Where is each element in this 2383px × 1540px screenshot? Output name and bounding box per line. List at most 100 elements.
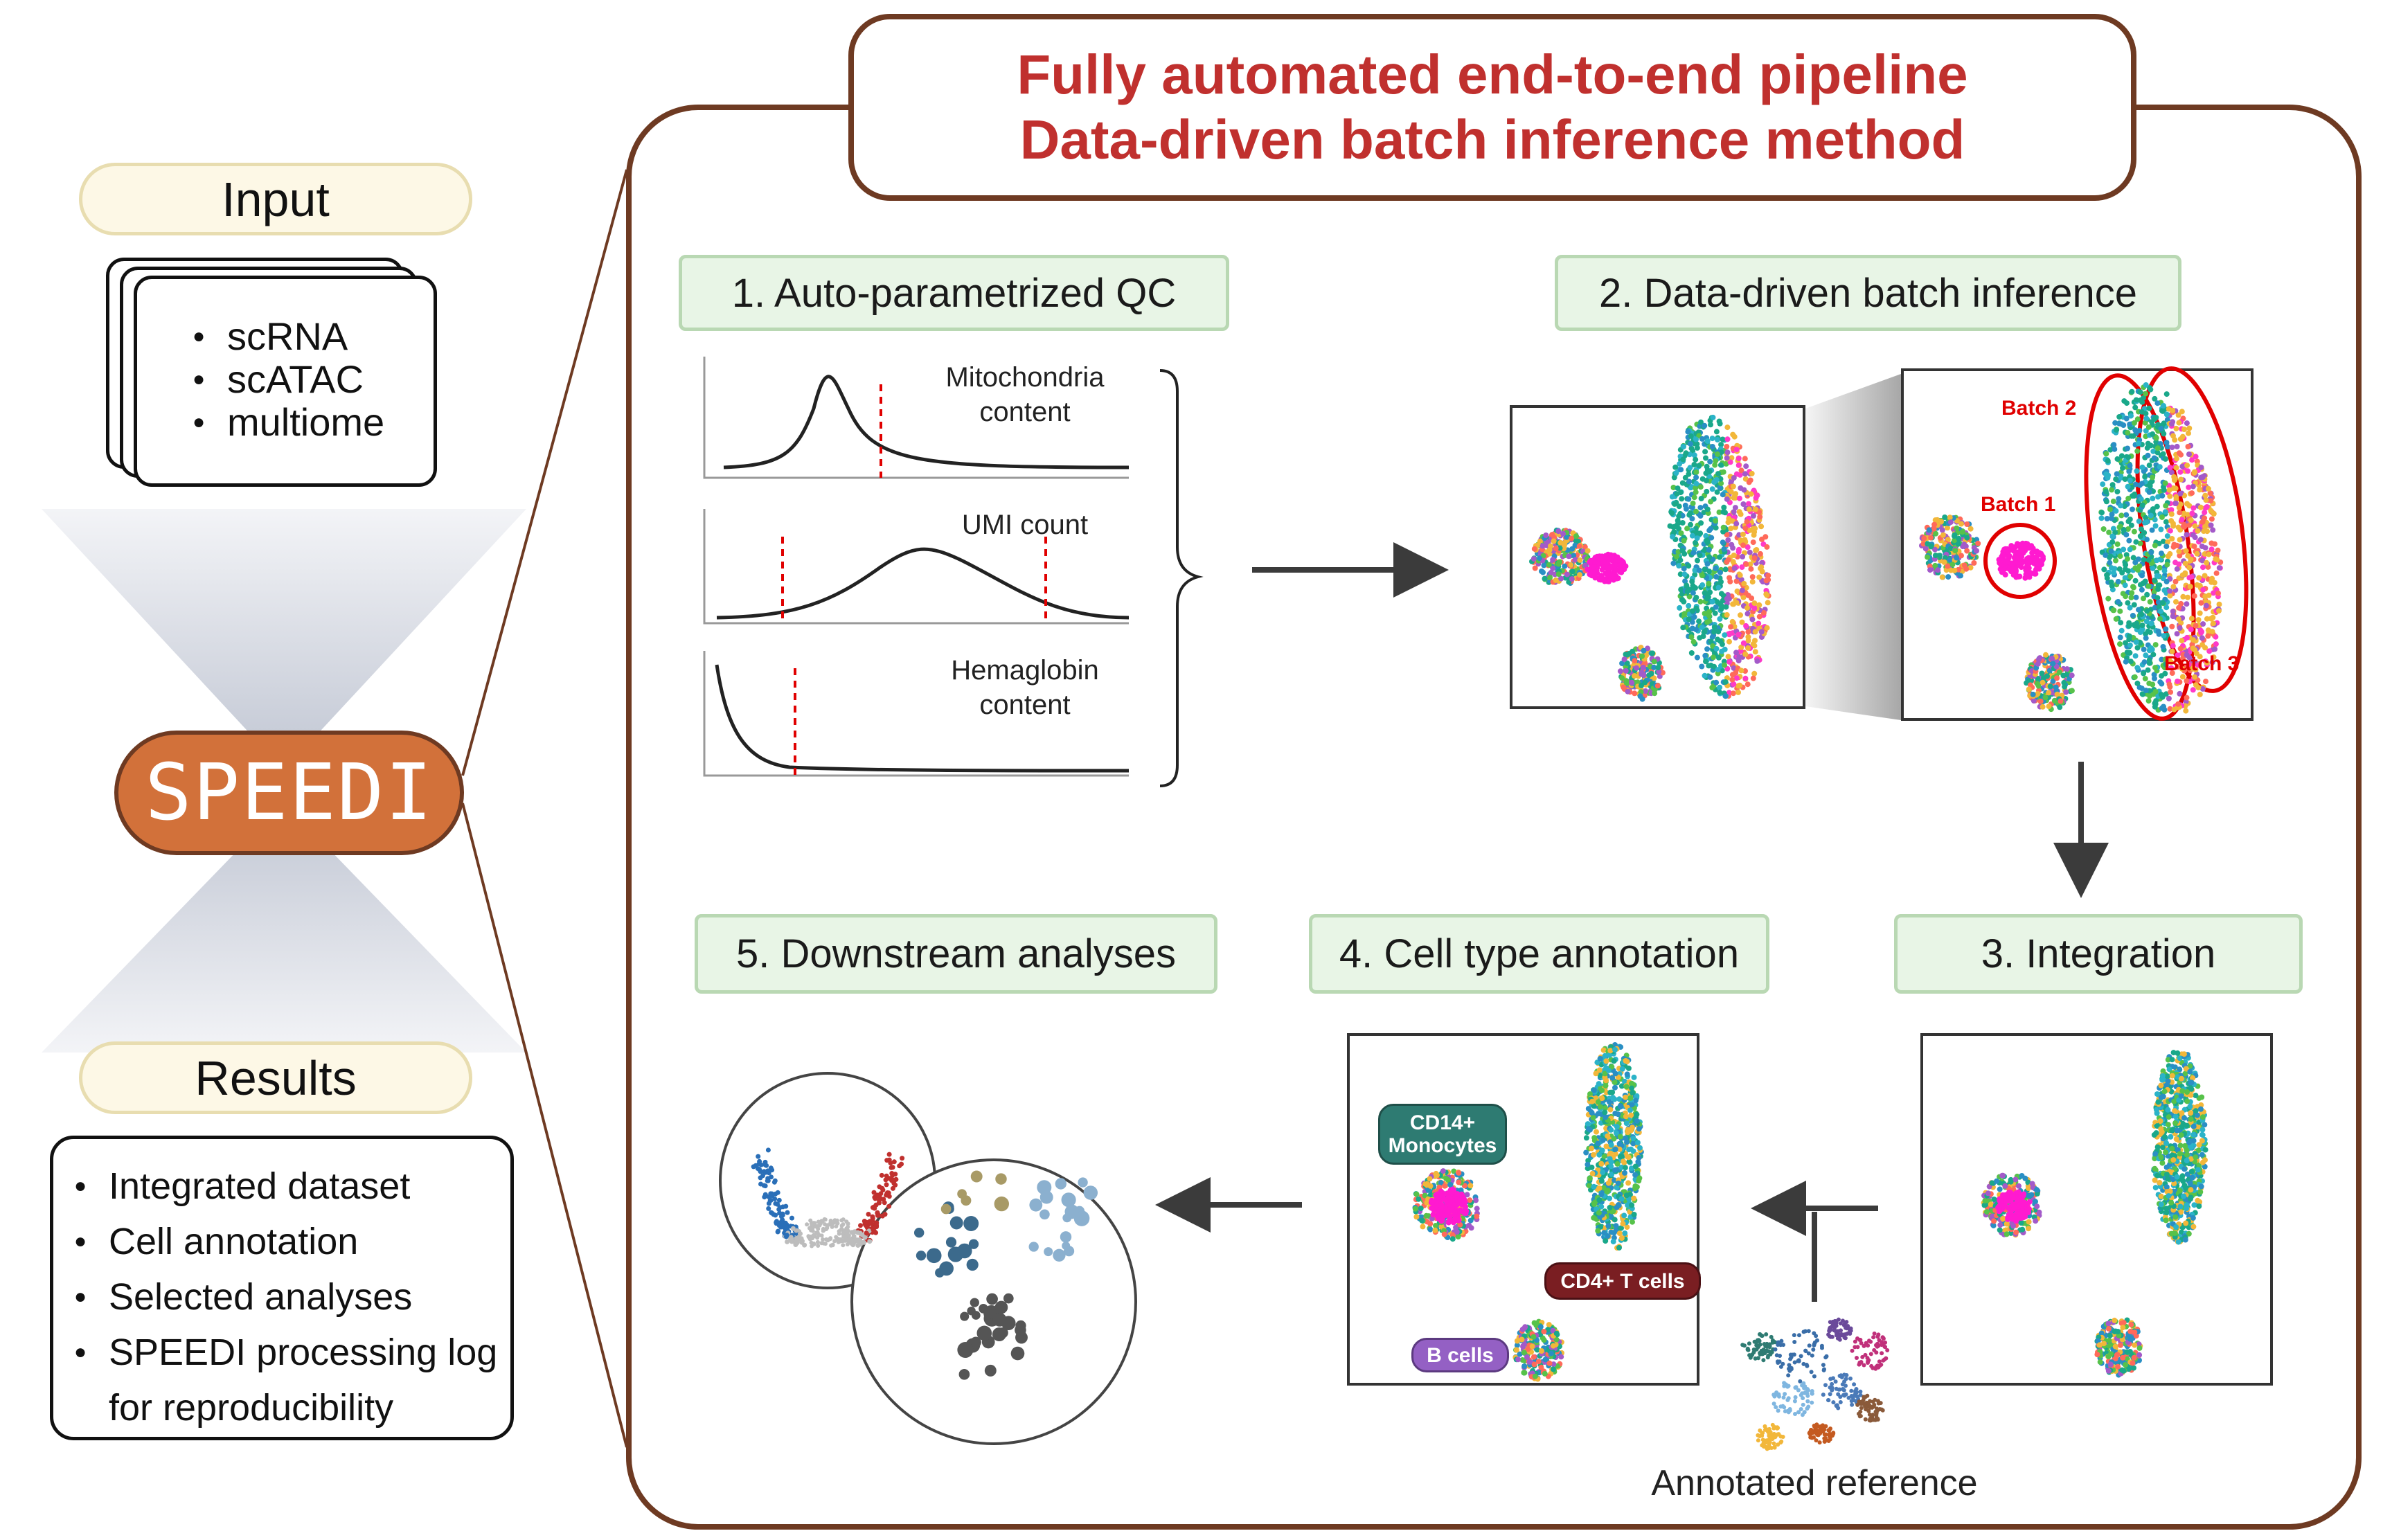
umap-annotated-point [1596,1197,1603,1203]
umap-batch-point [2033,571,2039,577]
umap-raw-point [1679,520,1686,526]
umap-raw-point [1547,575,1553,580]
umap-raw-point [1712,462,1718,468]
umap-annotated-point [1594,1129,1599,1135]
umap-batch-point [2016,559,2022,565]
umap-batch-point [1952,533,1957,539]
umap-integrated-point [2152,1177,2158,1183]
umap-batch-point [2197,691,2203,697]
umap-batch-point [2113,476,2119,483]
umap-batch-point [2132,427,2139,433]
umap-raw-point [1677,460,1683,467]
umap-integrated-point [2178,1132,2184,1138]
umap-raw-point [1693,489,1699,495]
umap-batch-point [1947,514,1953,521]
umap-batch-point [1954,555,1960,561]
qc-curve-mito [723,375,1130,469]
umap-raw-point [1717,638,1723,644]
umap-raw-point [1670,485,1677,490]
umap-raw-point [1763,591,1769,598]
umap-batch-point [2103,451,2109,457]
umap-batch-point [2132,674,2138,680]
umap-raw-point [1736,495,1742,501]
umap-batch-point [2176,561,2182,567]
umap-raw-point [1686,602,1692,609]
umap-batch-point [2186,425,2193,431]
umap-batch-point [2194,582,2200,588]
umap-raw-point [1765,600,1771,606]
umap-integrated-point [2188,1110,2194,1116]
umap-raw-point [1689,578,1695,584]
umap-annotated-point [1630,1219,1635,1225]
umap-raw-point [1542,575,1548,582]
umap-batch-point [2131,528,2137,535]
umap-raw-point [1683,450,1689,456]
umap-integrated-point [2034,1187,2040,1193]
umap-batch-point [2026,545,2032,551]
umap-batch-point [2117,553,2123,559]
umap-batch-point [2118,503,2124,509]
umap-batch-point [2122,476,2128,482]
umap-batch-point [2155,573,2161,580]
umap-batch-point [2176,548,2182,555]
umap-raw-point [1696,463,1702,469]
umap-batch-point [2161,403,2166,409]
umap-batch-point [2116,420,2123,427]
umap-batch-point [2164,562,2170,568]
umap-batch-point [2204,528,2211,535]
umap-integrated-point [2172,1113,2179,1120]
umap-integrated-point [2158,1154,2164,1161]
umap-raw-point [1684,582,1690,589]
umap-batch-point [2184,463,2190,469]
umap-batch-point [2195,528,2201,534]
umap-batch-point [2216,601,2222,607]
umap-batch-point [2163,544,2170,550]
umap-annotated-point [1637,1145,1643,1151]
umap-batch-point [2114,427,2120,433]
umap-batch-point [2152,523,2159,529]
umap-annotated-point [1587,1127,1593,1133]
umap-integrated-point [2177,1151,2183,1157]
umap-raw-point [1693,481,1699,487]
umap-raw-point [1676,513,1682,519]
umap-batch-point [2174,566,2180,572]
umap-batch-point [2213,556,2219,562]
umap-annotated-point [1632,1163,1639,1170]
umap-batch-point [2123,512,2130,518]
umap-raw-point [1713,525,1719,531]
umap-raw-point [1704,506,1711,512]
umap-batch-point [2163,626,2169,632]
umap-annotated-point [1631,1074,1637,1080]
umap-raw-point [1530,556,1537,562]
umap-raw-point [1550,565,1556,571]
umap-batch-point [2163,519,2169,525]
umap-raw-point [1711,650,1717,656]
umap-raw-point [1720,524,1726,530]
umap-integrated-point [2184,1089,2190,1095]
umap-annotated-point [1608,1127,1614,1133]
umap-annotated-point [1591,1087,1597,1093]
umap-raw-point [1729,618,1735,625]
umap-batch-point [2208,522,2214,528]
umap-integrated-point [2018,1220,2024,1226]
umap-raw-point [1702,652,1708,659]
umap-integrated-point [2188,1196,2193,1202]
umap-batch-point [2213,641,2219,647]
umap-batch-point [2125,454,2132,460]
umap-batch-point [2008,546,2014,553]
umap-raw-point [1720,492,1726,498]
umap-annotated-point [1609,1089,1616,1095]
umap-batch-point [1964,548,1970,554]
umap-raw-point [1708,662,1714,668]
umap-batch-point [2158,526,2164,532]
umap-batch-point [2035,661,2041,667]
umap-batch-point [2113,557,2118,564]
umap-annotated-point [1587,1175,1593,1181]
umap-annotated-point [1602,1109,1608,1116]
umap-raw-point [1612,568,1618,574]
umap-batch-point [2186,522,2193,528]
umap-batch-point [2196,575,2202,581]
umap-annotated-point [1607,1099,1612,1105]
umap-raw-point [1599,574,1605,580]
